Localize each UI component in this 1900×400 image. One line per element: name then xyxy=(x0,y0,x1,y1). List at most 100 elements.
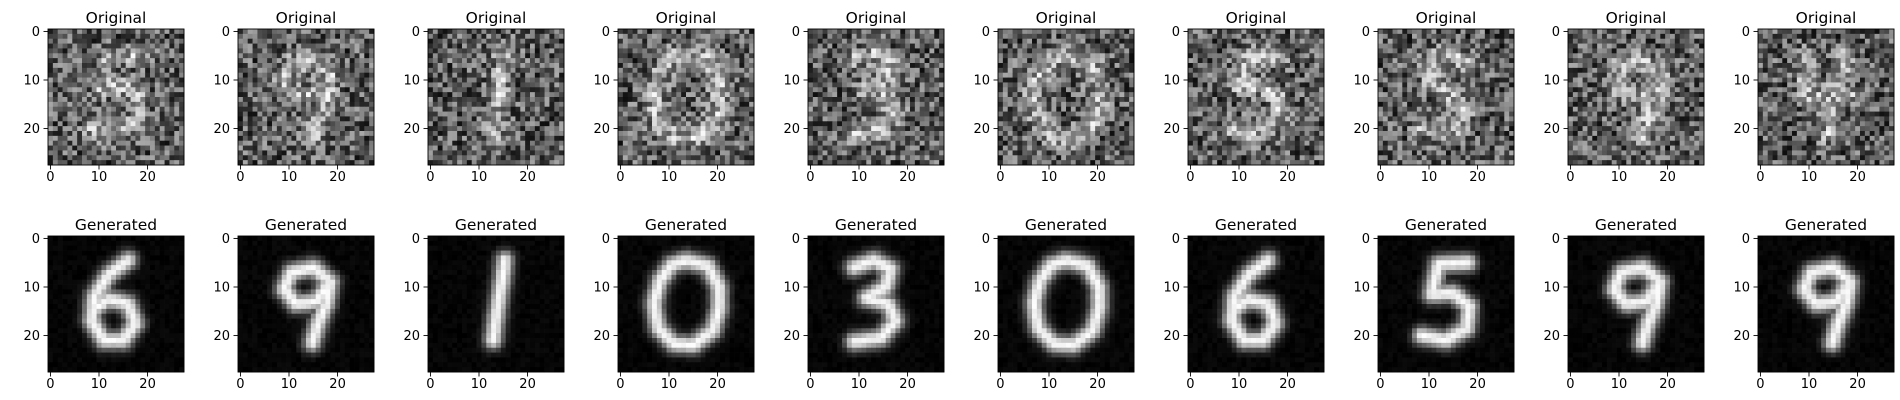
y-tick-label: 20 xyxy=(213,122,230,137)
y-tick-label: 0 xyxy=(792,232,800,247)
original-panel: Original 0 10 20 0 10 20 xyxy=(23,9,185,185)
image-pixels xyxy=(1758,29,1895,166)
y-tick-label: 0 xyxy=(222,25,230,40)
y-tick-label: 10 xyxy=(1163,74,1180,89)
x-tick-label: 10 xyxy=(661,377,678,392)
panel-title: Generated xyxy=(645,216,727,234)
panel-title: Original xyxy=(276,9,337,27)
y-tick-label: 0 xyxy=(412,25,420,40)
y-tick-label: 20 xyxy=(593,122,610,137)
y-tick-label: 0 xyxy=(1172,25,1180,40)
y-tick-label: 0 xyxy=(982,25,990,40)
axes-frame xyxy=(1377,28,1515,166)
panel-title: Original xyxy=(466,9,527,27)
image-pixels xyxy=(238,236,375,373)
y-tick-label: 20 xyxy=(23,122,40,137)
x-tick-label: 0 xyxy=(236,377,244,392)
panel-title: Generated xyxy=(1405,216,1487,234)
x-tick-label: 10 xyxy=(1231,377,1248,392)
axes-frame xyxy=(237,235,375,373)
x-tick-label: 0 xyxy=(996,377,1004,392)
y-tick-label: 20 xyxy=(783,122,800,137)
y-tick-label: 10 xyxy=(1733,74,1750,89)
y-tick-label: 20 xyxy=(23,329,40,344)
axes-frame xyxy=(427,235,565,373)
y-tick-label: 10 xyxy=(1733,281,1750,296)
image-pixels xyxy=(428,29,565,166)
original-panel: Original 0 10 20 0 10 20 xyxy=(1353,9,1515,185)
x-tick-label: 10 xyxy=(1421,377,1438,392)
y-tick-label: 0 xyxy=(1362,232,1370,247)
axes-frame xyxy=(427,28,565,166)
x-tick-label: 20 xyxy=(899,170,916,185)
y-tick-label: 20 xyxy=(403,122,420,137)
x-tick-label: 0 xyxy=(426,170,434,185)
generated-panel: Generated 0 10 20 0 10 20 xyxy=(403,216,565,392)
x-tick-label: 0 xyxy=(1756,170,1764,185)
x-tick-label: 20 xyxy=(1849,377,1866,392)
generated-panel: Generated 0 10 20 0 10 20 xyxy=(1733,216,1895,392)
image-pixels xyxy=(808,236,945,373)
axes-frame xyxy=(997,28,1135,166)
y-tick-label: 0 xyxy=(1742,232,1750,247)
y-tick-label: 10 xyxy=(1163,281,1180,296)
y-tick-label: 20 xyxy=(973,122,990,137)
panel-title: Original xyxy=(656,9,717,27)
panel-title: Generated xyxy=(1025,216,1107,234)
axes-frame xyxy=(1567,28,1705,166)
y-tick-label: 10 xyxy=(1353,281,1370,296)
panel-title: Original xyxy=(1796,9,1857,27)
image-pixels xyxy=(618,236,755,373)
y-tick-label: 0 xyxy=(32,232,40,247)
x-tick-label: 0 xyxy=(1376,377,1384,392)
image-pixels xyxy=(618,29,755,166)
axes-frame xyxy=(237,28,375,166)
x-tick-label: 0 xyxy=(46,170,54,185)
panel-title: Generated xyxy=(1595,216,1677,234)
x-tick-label: 20 xyxy=(1089,170,1106,185)
y-tick-label: 20 xyxy=(973,329,990,344)
panel-title: Original xyxy=(1226,9,1287,27)
x-tick-label: 20 xyxy=(1659,170,1676,185)
x-tick-label: 10 xyxy=(851,377,868,392)
original-panel: Original 0 10 20 0 10 20 xyxy=(1163,9,1325,185)
y-tick-label: 0 xyxy=(1552,25,1560,40)
x-tick-label: 0 xyxy=(426,377,434,392)
y-tick-label: 20 xyxy=(593,329,610,344)
y-tick-label: 10 xyxy=(1353,74,1370,89)
x-tick-label: 0 xyxy=(1756,377,1764,392)
y-tick-label: 20 xyxy=(1733,122,1750,137)
original-panel: Original 0 10 20 0 10 20 xyxy=(973,9,1135,185)
y-tick-label: 0 xyxy=(1552,232,1560,247)
y-tick-label: 20 xyxy=(1163,329,1180,344)
x-tick-label: 20 xyxy=(1849,170,1866,185)
generated-panel: Generated 0 10 20 0 10 20 xyxy=(1353,216,1515,392)
x-tick-label: 10 xyxy=(1041,170,1058,185)
y-tick-label: 10 xyxy=(213,74,230,89)
axes-frame xyxy=(807,235,945,373)
x-tick-label: 10 xyxy=(471,170,488,185)
generated-panel: Generated 0 10 20 0 10 20 xyxy=(213,216,375,392)
image-pixels xyxy=(238,29,375,166)
axes-frame xyxy=(617,28,755,166)
y-tick-label: 20 xyxy=(1353,329,1370,344)
image-pixels xyxy=(998,236,1135,373)
panel-title: Generated xyxy=(455,216,537,234)
y-tick-label: 10 xyxy=(783,74,800,89)
panel-title: Original xyxy=(86,9,147,27)
x-tick-label: 0 xyxy=(616,170,624,185)
original-panel: Original 0 10 20 0 10 20 xyxy=(1543,9,1705,185)
x-tick-label: 10 xyxy=(91,170,108,185)
x-tick-label: 0 xyxy=(996,170,1004,185)
y-tick-label: 10 xyxy=(23,281,40,296)
x-tick-label: 0 xyxy=(1186,377,1194,392)
axes-frame xyxy=(47,235,185,373)
image-pixels xyxy=(998,29,1135,166)
x-tick-label: 20 xyxy=(139,377,156,392)
image-pixels xyxy=(1758,236,1895,373)
x-tick-label: 20 xyxy=(329,377,346,392)
x-tick-label: 0 xyxy=(1376,170,1384,185)
x-tick-label: 10 xyxy=(281,377,298,392)
generated-panel: Generated 0 10 20 0 10 20 xyxy=(1163,216,1325,392)
